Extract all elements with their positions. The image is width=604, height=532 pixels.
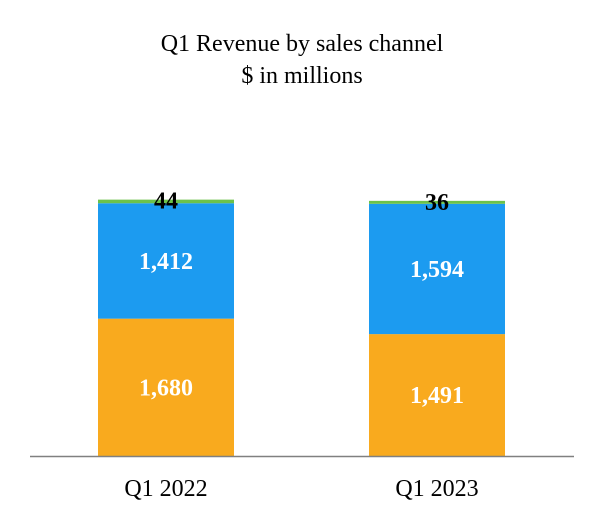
data-label-channel-1-2: 1,491 [410,383,464,409]
x-tick-label-2: Q1 2023 [395,476,478,502]
bar-segment-channel-1-1 [98,318,234,456]
bar-stack-1: 1,680 1,412 44 [98,189,234,456]
bar-segment-channel-3-2 [369,200,505,204]
chart-title: Q1 Revenue by sales channel [160,31,444,57]
x-tick-label-1: Q1 2022 [124,476,207,502]
data-label-channel-2-1: 1,412 [139,249,193,275]
bar-segment-channel-1-2 [369,334,505,456]
bar-segment-channel-2-2 [369,203,505,335]
chart-subtitle: $ in millions [241,63,363,89]
data-label-channel-2-2: 1,594 [410,257,464,283]
data-label-channel-3-2: 36 [425,190,449,216]
data-label-channel-3-1: 44 [154,189,178,215]
bar-segment-channel-3-1 [98,199,234,204]
data-label-channel-1-1: 1,680 [139,375,193,401]
bar-segment-channel-2-1 [98,203,234,319]
chart-title-block: Q1 Revenue by sales channel $ in million… [0,28,604,92]
bar-stack-2: 1,491 1,594 36 [369,190,505,456]
